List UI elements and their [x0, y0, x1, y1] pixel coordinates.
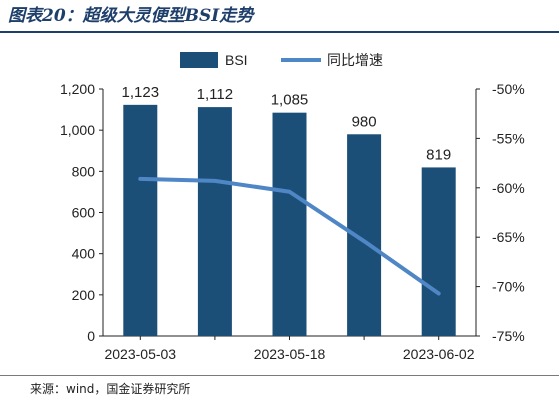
right-y-tick-label: -70%: [492, 279, 525, 295]
left-y-tick-label: 0: [87, 328, 95, 344]
left-y-tick-label: 400: [72, 246, 96, 262]
left-y-tick-label: 1,000: [60, 122, 95, 138]
right-y-tick-label: -60%: [492, 180, 525, 196]
right-y-tick-label: -65%: [492, 229, 525, 245]
bar-data-label: 1,123: [122, 84, 160, 101]
line-point: [363, 240, 365, 242]
bar-data-label: 980: [352, 113, 377, 130]
right-y-tick-label: -50%: [492, 81, 525, 97]
line-point: [139, 178, 141, 180]
left-y-tick-label: 200: [72, 287, 96, 303]
source-divider: [0, 375, 559, 376]
bar-data-label: 1,112: [197, 86, 233, 103]
line-point: [438, 293, 440, 295]
line-point: [289, 191, 290, 193]
bar: [421, 167, 456, 336]
title-divider: [0, 31, 559, 33]
bar: [197, 107, 232, 336]
source-note: 来源：wind，国金证券研究所: [30, 382, 191, 396]
figure-title: 图表20：超级大灵便型BSI走势: [8, 6, 254, 26]
right-y-tick-label: -75%: [492, 328, 525, 344]
bar-data-label: 819: [426, 146, 451, 163]
x-tick-label: 2023-05-18: [254, 346, 326, 362]
left-y-tick-label: 800: [72, 163, 96, 179]
bar: [123, 104, 158, 336]
bar: [272, 112, 307, 336]
x-tick-label: 2023-05-03: [104, 346, 176, 362]
legend-swatch-bsi: [180, 52, 218, 68]
legend-label-bsi: BSI: [225, 52, 248, 68]
left-y-tick-label: 1,200: [60, 81, 95, 97]
bar-data-label: 1,085: [271, 92, 309, 109]
x-tick-label: 2023-06-02: [403, 346, 475, 362]
right-y-tick-label: -55%: [492, 130, 525, 146]
left-y-tick-label: 600: [72, 205, 96, 221]
line-point: [214, 180, 216, 182]
legend-label-growth: 同比增速: [327, 52, 383, 68]
